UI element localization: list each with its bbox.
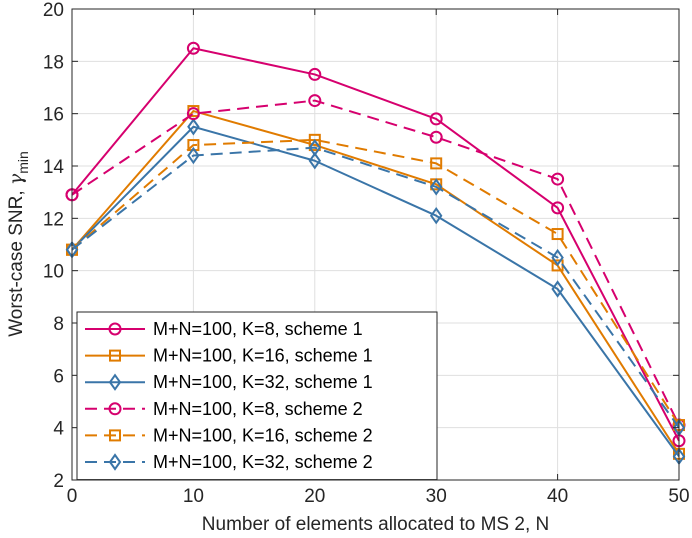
y-tick-label: 20 [43, 0, 64, 21]
data-point-circle [429, 130, 443, 144]
data-point-diamond [187, 146, 200, 165]
data-point-diamond [551, 248, 564, 267]
x-tick-label: 0 [67, 486, 78, 507]
data-point-square [551, 228, 564, 241]
series-layer [65, 41, 686, 466]
data-point-circle [186, 41, 200, 55]
data-point-diamond [429, 206, 443, 225]
data-point-diamond [429, 178, 443, 196]
axis-ticks: 0 10 20 30 40 50 2 4 6 8 10 12 14 16 18 20 [43, 0, 690, 507]
legend-label: M+N=100, K=32, scheme 2 [153, 452, 373, 472]
legend-label: M+N=100, K=8, scheme 2 [153, 399, 363, 419]
legend-entry: M+N=100, K=16, scheme 2 [85, 425, 373, 445]
legend-entry: M+N=100, K=8, scheme 2 [85, 399, 363, 419]
legend: M+N=100, K=8, scheme 1 M+N=100, K=16, sch… [76, 311, 438, 481]
y-tick-label: 14 [43, 157, 65, 178]
data-point-diamond [308, 138, 322, 157]
legend-entry: M+N=100, K=32, scheme 2 [85, 452, 373, 472]
y-tick-label: 6 [53, 366, 64, 387]
y-axis-label-subscript: min [15, 151, 31, 174]
y-tick-label: 4 [53, 419, 64, 440]
legend-box [76, 311, 438, 481]
y-tick-label: 18 [43, 52, 64, 73]
data-point-diamond [187, 118, 200, 136]
data-point-diamond [551, 280, 564, 298]
y-axis-label-symbol: γ [5, 173, 27, 185]
y-tick-label: 10 [43, 262, 64, 283]
data-point-circle [551, 201, 565, 215]
legend-label: M+N=100, K=16, scheme 2 [153, 425, 373, 445]
data-point-square [430, 157, 443, 170]
series-line [71, 138, 680, 426]
legend-marker [109, 349, 121, 362]
x-tick-label: 30 [426, 486, 447, 507]
y-tick-label: 16 [43, 105, 64, 126]
x-tick-label: 40 [547, 486, 568, 507]
y-axis-label: Worst-case SNR, γmin [5, 151, 31, 337]
legend-marker [108, 453, 122, 471]
legend-entry: M+N=100, K=32, scheme 1 [85, 372, 373, 392]
legend-label: M+N=100, K=32, scheme 1 [153, 372, 373, 392]
y-tick-label: 2 [53, 471, 64, 492]
series-line [71, 99, 680, 426]
data-point-square [308, 133, 321, 146]
series-line [71, 47, 680, 442]
series-line [71, 125, 680, 458]
legend-marker [108, 373, 122, 391]
y-tick-label: 8 [53, 314, 64, 335]
x-tick-label: 20 [304, 486, 325, 507]
data-point-circle [186, 107, 200, 121]
legend-marker [108, 322, 122, 336]
data-point-circle [308, 67, 322, 81]
series-6 [65, 138, 686, 437]
data-point-circle [429, 112, 443, 126]
legend-entry: M+N=100, K=8, scheme 1 [85, 319, 363, 339]
legend-marker [108, 402, 122, 416]
x-tick-label: 50 [668, 486, 689, 507]
series-line [71, 110, 680, 455]
data-point-circle [308, 94, 322, 108]
legend-entry: M+N=100, K=16, scheme 1 [85, 346, 373, 366]
data-point-circle [551, 172, 565, 186]
y-axis-label-text: Worst-case SNR, [6, 185, 27, 337]
x-tick-label: 10 [183, 486, 204, 507]
x-axis-label: Number of elements allocated to MS 2, N [202, 514, 549, 535]
legend-label: M+N=100, K=16, scheme 1 [153, 346, 373, 366]
legend-marker [109, 429, 121, 442]
series-line [71, 146, 680, 429]
data-point-diamond [308, 152, 322, 170]
legend-label: M+N=100, K=8, scheme 1 [153, 319, 363, 339]
y-tick-label: 12 [43, 209, 64, 230]
